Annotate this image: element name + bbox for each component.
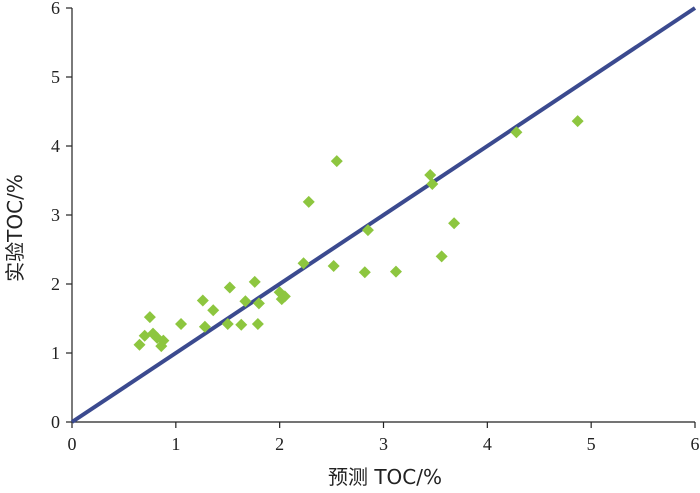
data-point	[221, 318, 234, 331]
data-point	[175, 318, 188, 331]
y-tick-label: 4	[51, 136, 60, 156]
data-point	[327, 260, 340, 273]
x-axis-title: 预测 TOC/%	[328, 465, 442, 489]
plot-area: 0 1 2 3 4 5 6 0 1 2 3 4 5 6	[51, 0, 700, 454]
x-tick-label: 6	[691, 434, 700, 454]
data-point	[248, 275, 261, 288]
data-point	[571, 115, 584, 128]
data-point	[223, 281, 236, 294]
x-tick-label: 1	[171, 434, 180, 454]
data-point	[251, 318, 264, 331]
y-axis-title: 实验TOC/%	[3, 174, 27, 282]
x-tick-label: 2	[275, 434, 284, 454]
y-tick-label: 6	[51, 0, 60, 18]
data-point	[448, 217, 461, 230]
data-point	[358, 266, 371, 279]
y-tick-label: 2	[51, 274, 60, 294]
data-point	[330, 155, 343, 168]
data-point	[198, 320, 211, 333]
y-tick-label: 3	[51, 205, 60, 225]
data-point	[133, 338, 146, 351]
x-tick-label: 0	[68, 434, 77, 454]
x-tick-label: 4	[483, 434, 492, 454]
data-point	[510, 126, 523, 139]
y-tick-label: 1	[51, 343, 60, 363]
x-tick-label: 5	[587, 434, 596, 454]
data-point	[426, 177, 439, 190]
data-point	[157, 334, 170, 347]
x-tick-label: 3	[379, 434, 388, 454]
data-point	[297, 257, 310, 270]
data-point	[435, 250, 448, 263]
data-point	[278, 290, 291, 303]
y-tick-label: 0	[51, 412, 60, 432]
data-point	[361, 224, 374, 237]
data-point	[252, 297, 265, 310]
data-point	[235, 318, 248, 331]
data-point	[207, 304, 220, 317]
y-tick-label: 5	[51, 67, 60, 87]
reference-line	[70, 6, 697, 424]
data-point	[138, 329, 151, 342]
data-point	[424, 168, 437, 181]
data-point	[196, 294, 209, 307]
data-point	[143, 311, 156, 324]
data-point	[302, 195, 315, 208]
data-point	[389, 265, 402, 278]
data-point	[239, 295, 252, 308]
